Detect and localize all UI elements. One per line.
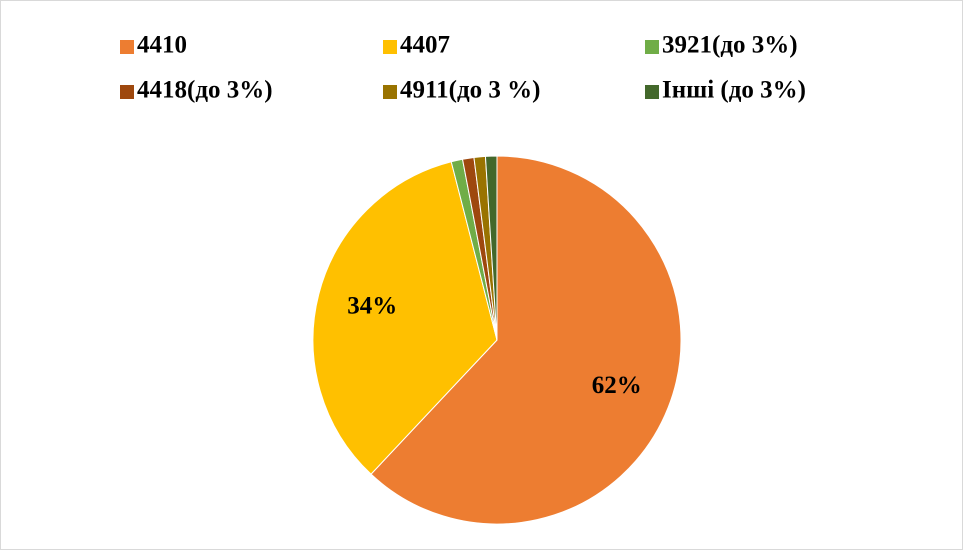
pie-slice	[484, 155, 498, 341]
legend-swatch	[120, 40, 134, 54]
pie-slice	[370, 155, 682, 525]
legend-label: 4410	[137, 32, 187, 59]
legend-label: Інші (до 3%)	[662, 77, 806, 104]
data-label: 34%	[347, 293, 397, 320]
legend-label: 4407	[400, 32, 450, 59]
pie-slice	[312, 161, 498, 475]
legend-swatch	[120, 85, 134, 99]
legend-swatch	[383, 40, 397, 54]
legend-label: 4911(до 3 %)	[400, 77, 540, 104]
legend-swatch	[383, 85, 397, 99]
legend-label: 4418(до 3%)	[137, 77, 273, 104]
legend-swatch	[645, 85, 659, 99]
data-label: 62%	[592, 372, 642, 399]
legend-swatch	[645, 40, 659, 54]
legend-label: 3921(до 3%)	[662, 32, 798, 59]
